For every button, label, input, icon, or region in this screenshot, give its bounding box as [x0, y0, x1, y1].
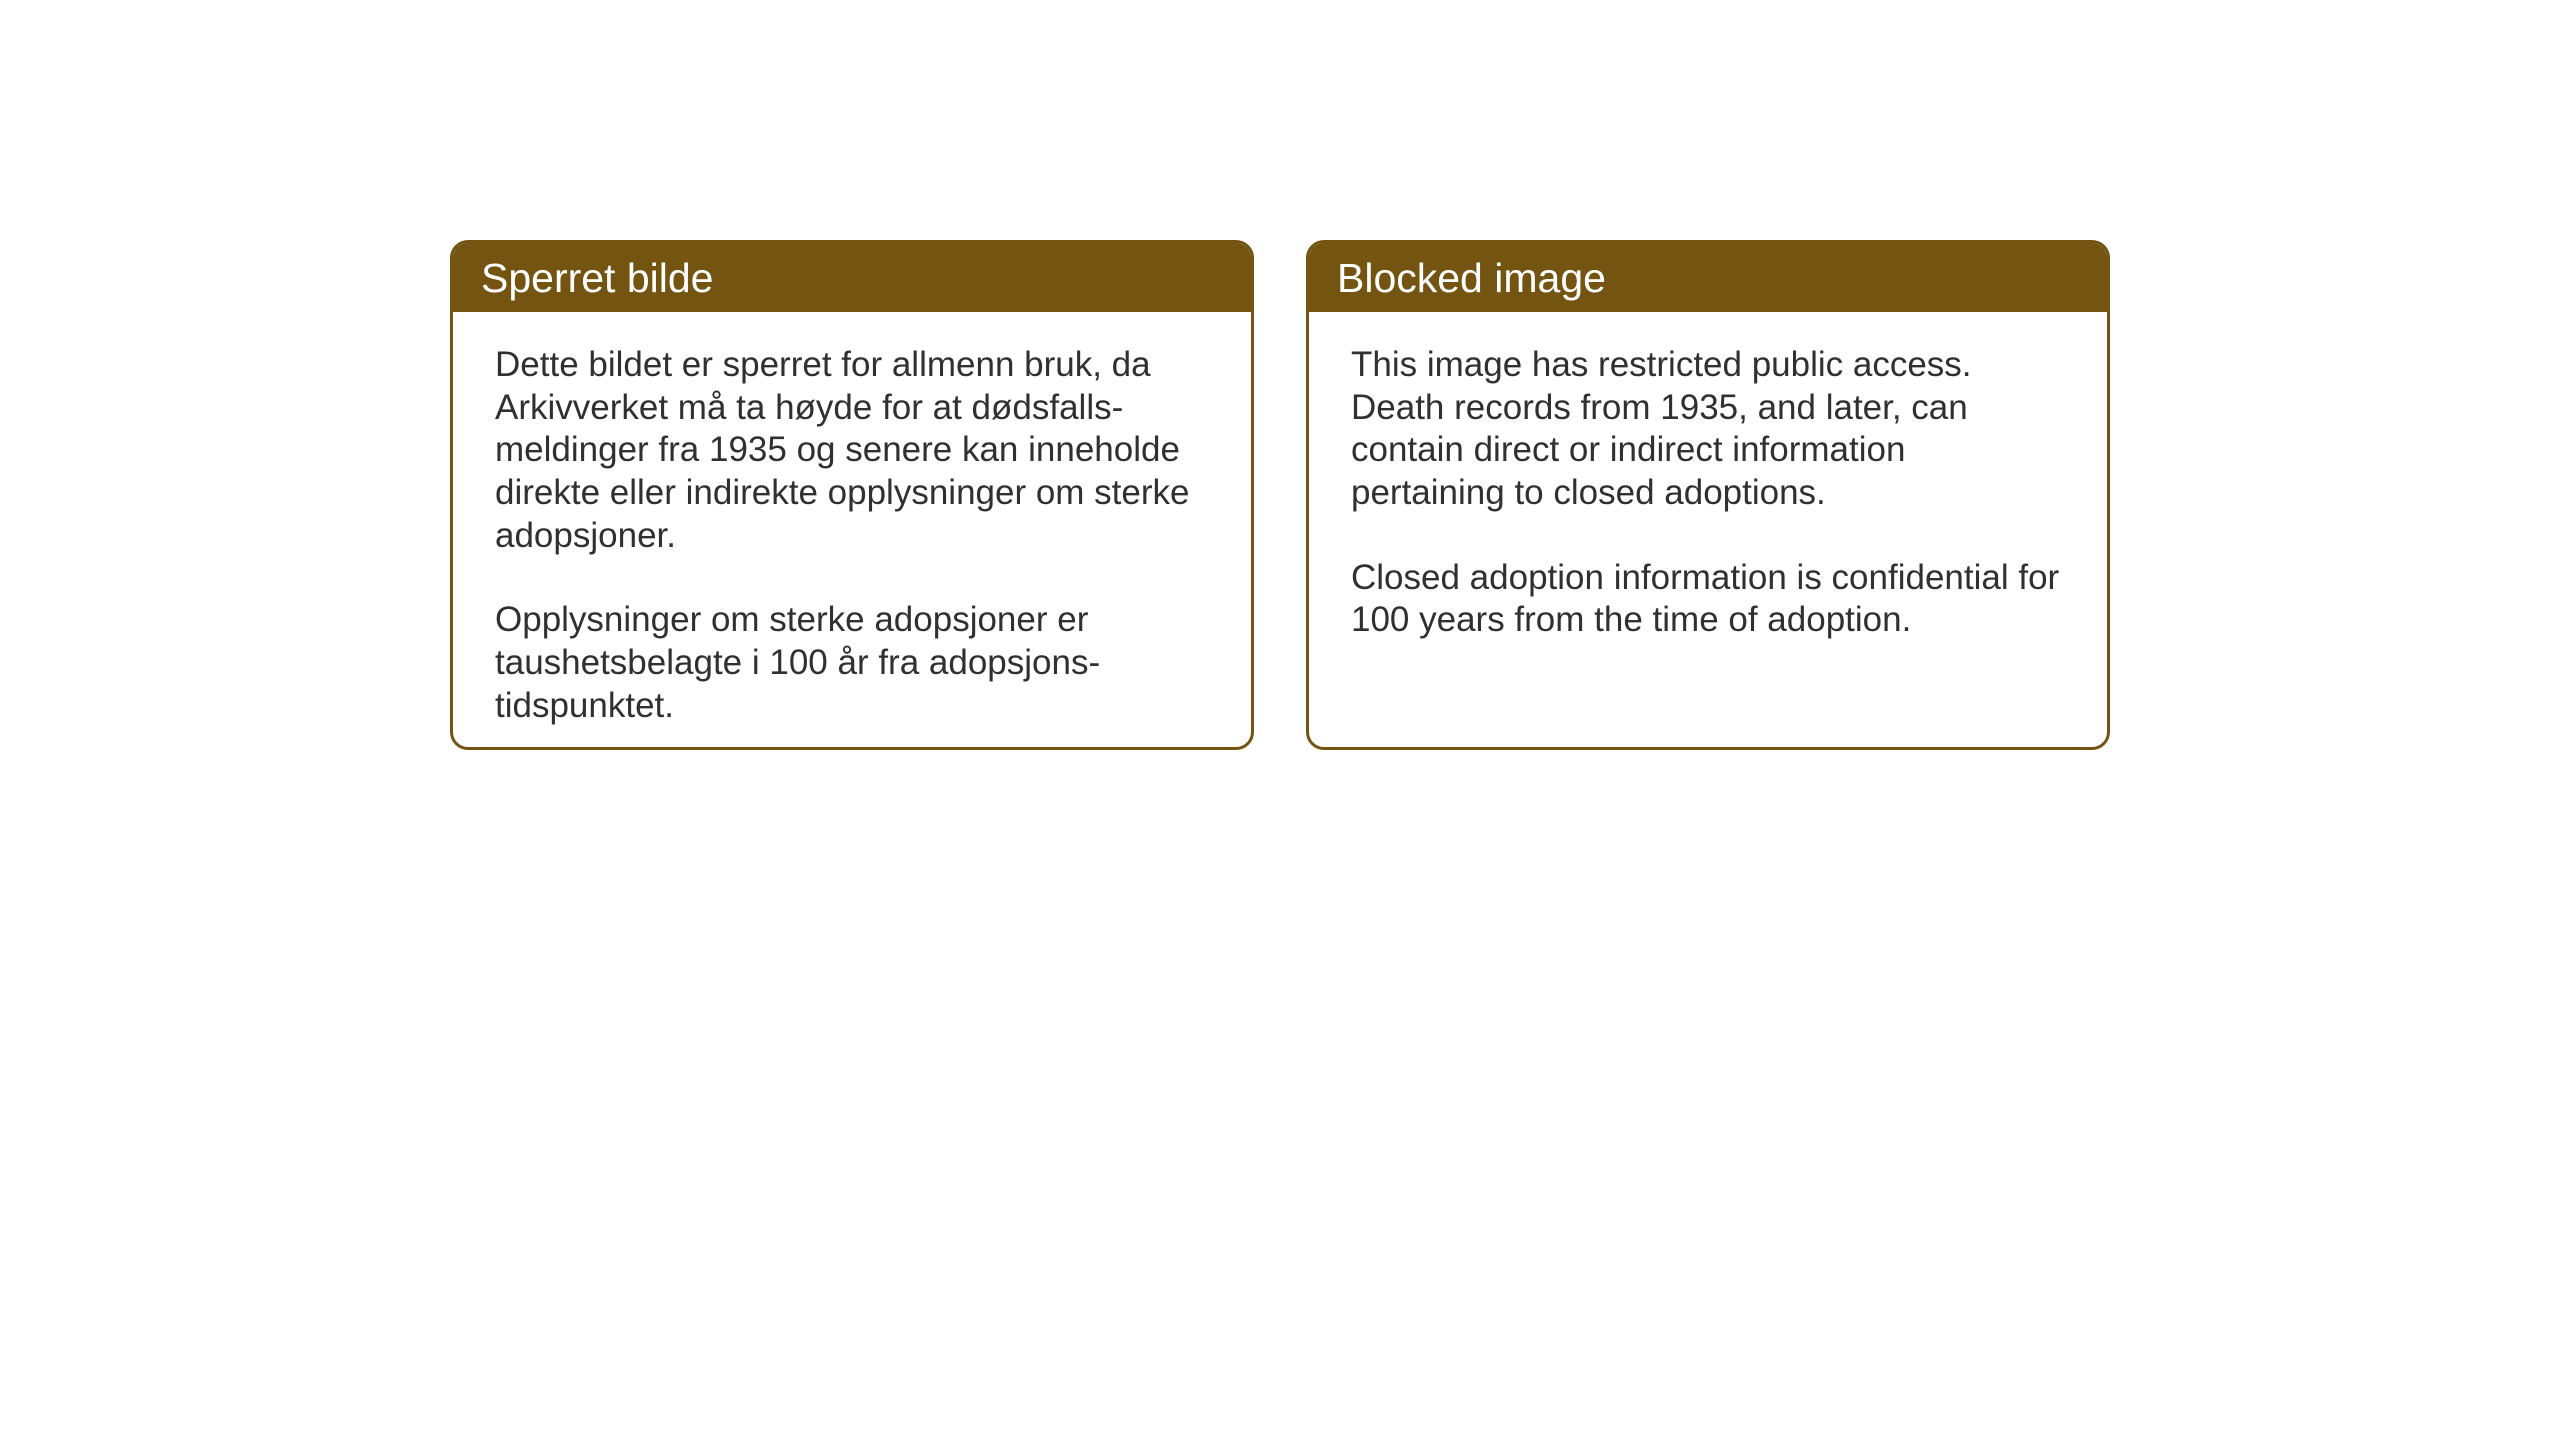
norwegian-paragraph-1: Dette bildet er sperret for allmenn bruk… [495, 344, 1209, 557]
english-card-title: Blocked image [1309, 243, 2107, 312]
norwegian-card-title: Sperret bilde [453, 243, 1251, 312]
notice-cards-container: Sperret bilde Dette bildet er sperret fo… [450, 240, 2110, 1440]
norwegian-card-body: Dette bildet er sperret for allmenn bruk… [453, 312, 1251, 750]
english-notice-card: Blocked image This image has restricted … [1306, 240, 2110, 750]
english-paragraph-1: This image has restricted public access.… [1351, 344, 2065, 515]
norwegian-paragraph-2: Opplysninger om sterke adopsjoner er tau… [495, 599, 1209, 727]
norwegian-notice-card: Sperret bilde Dette bildet er sperret fo… [450, 240, 1254, 750]
english-card-body: This image has restricted public access.… [1309, 312, 2107, 674]
english-paragraph-2: Closed adoption information is confident… [1351, 557, 2065, 642]
